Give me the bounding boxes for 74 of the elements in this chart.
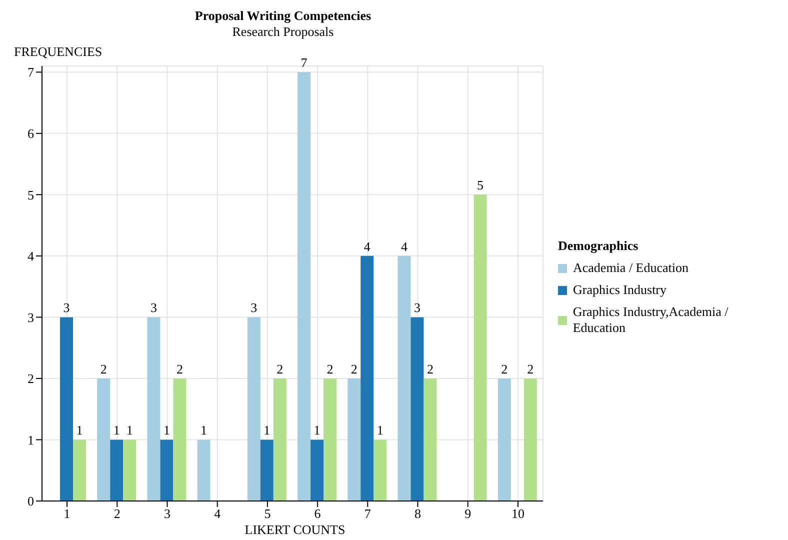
bar [73, 440, 86, 501]
bar [324, 378, 337, 501]
bar [410, 317, 424, 501]
data-label: 1 [314, 422, 320, 438]
data-label: 1 [163, 422, 170, 438]
x-tick-label: 1 [64, 506, 70, 522]
bar [110, 440, 124, 501]
data-label: 1 [76, 422, 83, 438]
bar [474, 194, 487, 501]
data-label: 4 [400, 238, 408, 254]
data-label: 3 [63, 300, 70, 316]
data-label: 3 [150, 300, 157, 316]
data-label: 1 [113, 422, 120, 438]
data-label: 4 [364, 238, 371, 254]
bar [260, 440, 274, 501]
data-label: 2 [350, 361, 358, 376]
legend-label: Academia / Education [573, 260, 689, 276]
x-tick-label: 5 [264, 506, 271, 522]
y-tick-label: 6 [28, 126, 34, 142]
bar [97, 378, 110, 501]
bar [173, 378, 186, 501]
bar [424, 378, 437, 501]
data-label: 1 [376, 422, 384, 438]
bar [160, 440, 174, 501]
bar [123, 440, 136, 501]
data-label: 1 [126, 422, 133, 438]
x-tick-label: 4 [214, 506, 222, 522]
x-tick-label: 10 [511, 506, 524, 522]
y-tick-label: 0 [28, 494, 34, 509]
bar [398, 256, 411, 501]
bar [360, 256, 374, 501]
data-label: 2 [100, 361, 107, 376]
data-label: 2 [326, 361, 334, 376]
data-label: 2 [501, 361, 508, 376]
data-label: 2 [426, 361, 434, 376]
bar [310, 440, 324, 501]
data-label: 5 [477, 178, 484, 193]
y-tick-label: 1 [28, 432, 34, 448]
data-label: 1 [264, 422, 270, 438]
bar [60, 317, 74, 501]
bar [498, 378, 511, 501]
bar [247, 317, 260, 501]
x-tick-label: 2 [114, 506, 120, 522]
data-label: 2 [527, 361, 534, 376]
y-tick-label: 4 [28, 248, 34, 264]
bar [298, 72, 311, 501]
data-label: 3 [250, 300, 258, 316]
x-axis-title: LIKERT COUNTS [244, 522, 346, 538]
bar [524, 378, 537, 501]
data-label: 7 [300, 55, 308, 70]
x-tick-label: 3 [164, 506, 170, 522]
bar [197, 440, 210, 501]
data-label: 1 [200, 422, 208, 438]
y-tick-label: 7 [28, 64, 34, 80]
y-axis-title: FREQUENCIES [14, 44, 102, 60]
bar [273, 378, 286, 501]
y-tick-label: 2 [28, 371, 34, 386]
x-tick-label: 7 [364, 506, 372, 522]
x-tick-label: 9 [464, 506, 472, 522]
bar [374, 440, 387, 501]
y-tick-label: 5 [28, 187, 34, 202]
chart-subtitle: Research Proposals [231, 24, 335, 40]
x-tick-label: 8 [414, 506, 421, 522]
data-label: 2 [276, 361, 284, 376]
legend-title: Demographics [558, 238, 640, 254]
data-label: 2 [176, 361, 183, 376]
legend-label: Graphics Industry [573, 282, 667, 298]
y-tick-label: 3 [28, 310, 34, 325]
x-tick-label: 6 [314, 506, 322, 522]
data-label: 3 [414, 300, 420, 316]
bar [147, 317, 160, 501]
legend-label: Graphics Industry,Academia / Education [572, 304, 730, 336]
bar [348, 378, 361, 501]
chart-title: Proposal Writing Competencies [194, 8, 372, 24]
